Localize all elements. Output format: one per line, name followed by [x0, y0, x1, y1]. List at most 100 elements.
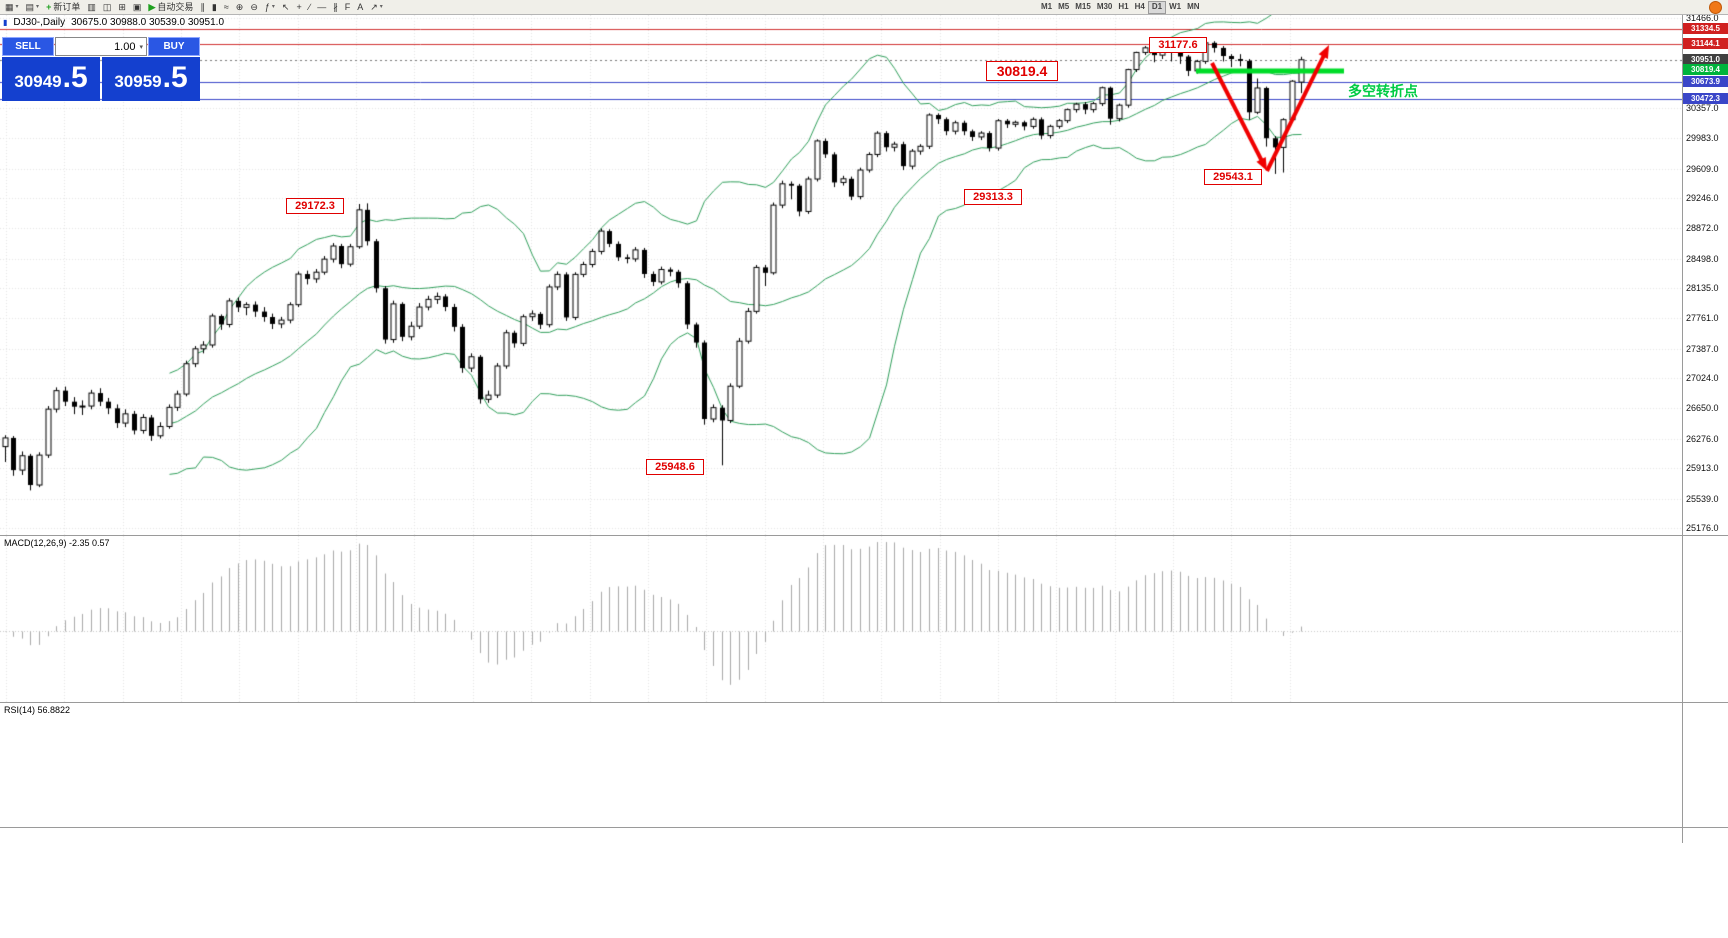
timeframe-h4-button[interactable]: H4: [1134, 2, 1145, 11]
timeframe-m5-button[interactable]: M5: [1058, 2, 1070, 11]
sell-price-big: .5: [62, 61, 88, 94]
price-tick-label: 29983.0: [1686, 133, 1719, 144]
sell-price-main: 30949: [14, 72, 62, 91]
new-order-label: 新订单: [53, 2, 81, 12]
trendline-icon[interactable]: ∕: [306, 1, 314, 13]
indicators-icon: ƒ: [264, 2, 270, 12]
lot-value[interactable]: 1.00: [114, 40, 136, 53]
price-tick-label: 25176.0: [1686, 523, 1719, 533]
price-annotation[interactable]: 31177.6: [1149, 37, 1207, 53]
lot-size-field[interactable]: 1.00 ▾: [55, 37, 147, 56]
price-chart-canvas[interactable]: [0, 15, 1682, 535]
indicators-icon[interactable]: ƒ ▾: [262, 1, 278, 13]
price-annotation[interactable]: 29313.3: [964, 189, 1022, 205]
price-annotation[interactable]: 30819.4: [986, 61, 1058, 81]
one-click-trade-panel: SELL 1.00 ▾ BUY 30949.5 30959.5: [2, 37, 200, 101]
autotrading-label: 自动交易: [157, 2, 194, 12]
fibonacci-icon[interactable]: F: [342, 1, 354, 13]
price-tick-label: 27761.0: [1686, 313, 1719, 324]
new-chart-icon[interactable]: ▦ ▾: [2, 1, 22, 13]
price-tick-label: 27387.0: [1686, 343, 1719, 354]
candlestick-chart-icon[interactable]: ▮: [209, 1, 220, 13]
toolbar: ▦ ▾ ▤ ▾ + 新订单 ▥ ◫ ⊞ ▣ ▶ 自动交易 ∥ ▮ ≈ ⊕ ⊖ ƒ ▾ ↖ + ∕ ― ∦ F A ↗ ▾ M1 M5 M1…: [0, 0, 1728, 15]
price-level-label: 31334.5: [1683, 22, 1728, 34]
price-level-label: 30951.0: [1683, 53, 1728, 65]
date-axis-corner: [1682, 828, 1728, 843]
price-level-label: 30472.3: [1683, 92, 1728, 104]
price-tick-label: 28135.0: [1686, 283, 1719, 294]
new-order-icon: +: [46, 2, 52, 12]
horizontal-line-icon[interactable]: ―: [314, 1, 329, 13]
crosshair-icon[interactable]: +: [293, 1, 304, 13]
timeframe-m1-button[interactable]: M1: [1041, 2, 1053, 11]
macd-canvas[interactable]: [0, 536, 1682, 703]
equidistant-channel-icon[interactable]: ∦: [330, 1, 341, 13]
line-chart-icon: ≈: [223, 2, 229, 12]
timeframe-group: M1 M5 M15 M30 H1 H4 D1 W1 MN: [1038, 1, 1203, 14]
navigator-icon[interactable]: ⊞: [115, 1, 129, 13]
sell-price[interactable]: 30949.5: [2, 57, 100, 101]
data-window-icon[interactable]: ◫: [100, 1, 115, 13]
price-level-label: 30673.9: [1683, 76, 1728, 88]
chart-profiles-caret-icon: ▾: [36, 4, 40, 10]
timeframe-w1-button[interactable]: W1: [1169, 2, 1182, 11]
new-order-button[interactable]: + 新订单: [43, 1, 83, 13]
navigator-icon: ⊞: [118, 2, 126, 12]
autotrading-button[interactable]: ▶ 自动交易: [145, 1, 196, 13]
bar-chart-icon: ∥: [200, 2, 205, 12]
timeframe-d1-button[interactable]: D1: [1147, 1, 1167, 14]
price-tick-label: 26650.0: [1686, 403, 1719, 414]
crosshair-icon: +: [296, 2, 302, 12]
price-annotation[interactable]: 29543.1: [1204, 169, 1262, 185]
text-label-icon[interactable]: A: [354, 1, 366, 13]
symbol-ohlc: 30675.0 30988.0 30539.0 30951.0: [71, 17, 225, 28]
zoom-in-icon: ⊕: [235, 2, 244, 12]
zoom-in-icon[interactable]: ⊕: [233, 1, 247, 13]
trendline-icon: ∕: [308, 2, 311, 12]
buy-price-big: .5: [162, 61, 188, 94]
turning-point-label[interactable]: 多空转折点: [1348, 83, 1418, 99]
mql-community-icon[interactable]: [1709, 1, 1722, 14]
timeframe-mn-button[interactable]: MN: [1187, 2, 1200, 11]
price-tick-label: 25539.0: [1686, 493, 1719, 504]
main-chart-panel: ▮ DJ30-,Daily 30675.0 30988.0 30539.0 30…: [0, 15, 1728, 535]
zoom-out-icon: ⊖: [250, 2, 258, 12]
sell-button[interactable]: SELL: [2, 37, 54, 56]
macd-panel: MACD(12,26,9) -2.35 0.57: [0, 535, 1728, 703]
date-axis[interactable]: [0, 827, 1728, 843]
market-watch-icon[interactable]: ▥: [84, 1, 99, 13]
rsi-canvas[interactable]: [0, 703, 1682, 828]
price-tick-label: 29246.0: [1686, 193, 1719, 203]
rsi-axis[interactable]: [1682, 703, 1728, 828]
price-annotation[interactable]: 29172.3: [286, 198, 344, 214]
terminal-icon: ▣: [132, 2, 142, 12]
zoom-out-icon[interactable]: ⊖: [247, 1, 261, 13]
arrows-icon[interactable]: ↗ ▾: [367, 1, 386, 13]
buy-button[interactable]: BUY: [148, 37, 200, 56]
line-chart-icon[interactable]: ≈: [221, 1, 232, 13]
cursor-icon: ↖: [281, 2, 290, 12]
data-window-icon: ◫: [102, 2, 112, 12]
price-level-label: 30819.4: [1683, 64, 1728, 76]
price-axis[interactable]: 31466.0 30357.0 29983.0 29609.0 29246.0 28872…: [1682, 15, 1728, 535]
text-label-icon: A: [357, 2, 364, 12]
bar-chart-icon[interactable]: ∥: [197, 1, 208, 13]
terminal-icon[interactable]: ▣: [130, 1, 145, 13]
macd-axis[interactable]: [1682, 536, 1728, 703]
price-tick-label: 28498.0: [1686, 253, 1719, 264]
rsi-panel: RSI(14) 56.8822: [0, 702, 1728, 828]
chart-profiles-icon[interactable]: ▤ ▾: [23, 1, 43, 13]
macd-label: MACD(12,26,9) -2.35 0.57: [4, 538, 110, 548]
lot-dropdown-caret-icon[interactable]: ▾: [139, 43, 143, 51]
timeframe-m30-button[interactable]: M30: [1096, 2, 1113, 11]
candlestick-chart-icon: ▮: [211, 2, 217, 12]
price-tick-label: 29609.0: [1686, 163, 1719, 174]
timeframe-h1-button[interactable]: H1: [1118, 2, 1129, 11]
cursor-icon[interactable]: ↖: [279, 1, 293, 13]
buy-price[interactable]: 30959.5: [102, 57, 200, 101]
arrows-caret-icon: ▾: [379, 4, 383, 10]
price-annotation[interactable]: 25948.6: [646, 459, 704, 475]
price-tick-label: 26276.0: [1686, 433, 1719, 444]
symbol-name: DJ30-,Daily: [13, 17, 66, 28]
timeframe-m15-button[interactable]: M15: [1075, 2, 1091, 11]
